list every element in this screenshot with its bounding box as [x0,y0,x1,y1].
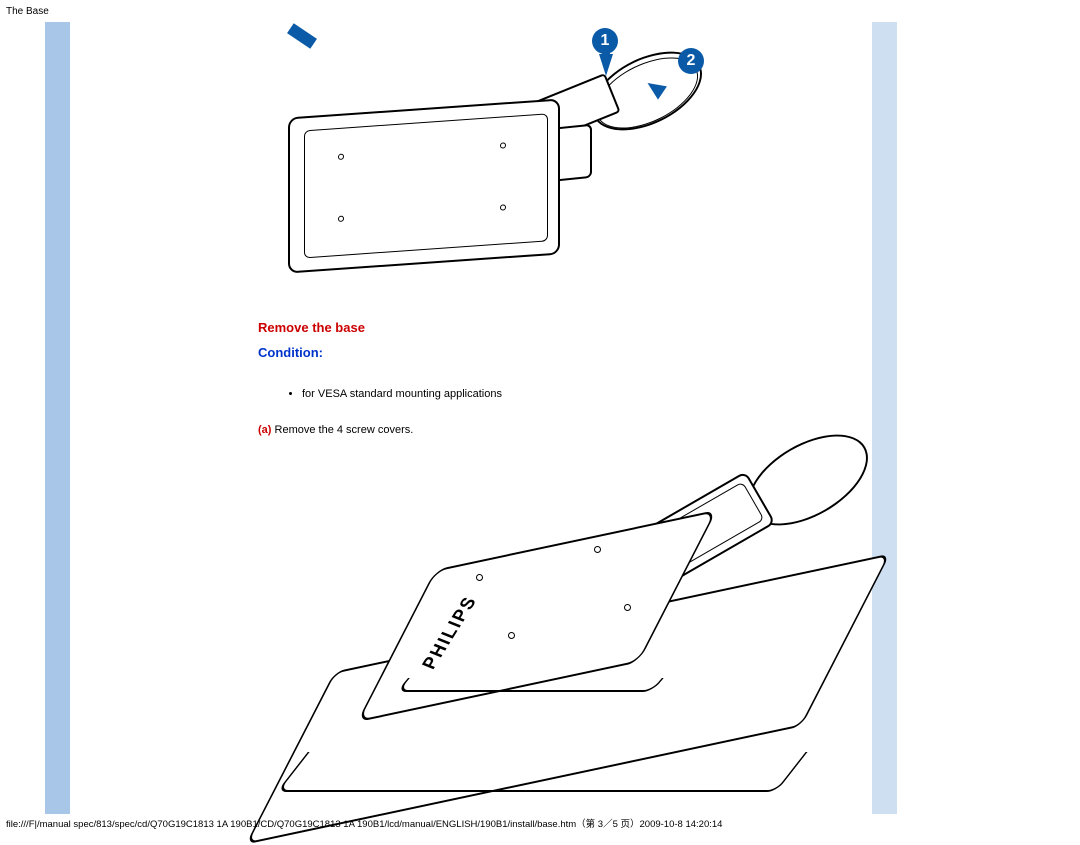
step-a-label: (a) [258,424,271,436]
callout-1: 1 [592,28,618,54]
footer-file-path: file:///F|/manual spec/813/spec/cd/Q70G1… [6,816,722,830]
page-title: The Base [6,6,49,17]
heading-condition: Condition: [258,345,858,360]
condition-item-vesa: for VESA standard mounting applications [302,388,858,400]
heading-remove-base: Remove the base [258,320,858,335]
callout-2: 2 [678,48,704,74]
step-a: (a) Remove the 4 screw covers. [258,424,858,436]
step-a-text: Remove the 4 screw covers. [271,424,413,436]
content-region: Remove the base Condition: for VESA stan… [258,320,858,450]
diagram-remove-screw-covers: PHILIPS [290,446,880,802]
callout-1-arrow [599,54,613,76]
callout-2-arrow-stem [287,23,317,49]
diagram-attach-base-callouts: 1 2 [288,30,708,300]
condition-list: for VESA standard mounting applications [302,388,858,400]
left-margin-stripe [45,22,70,814]
